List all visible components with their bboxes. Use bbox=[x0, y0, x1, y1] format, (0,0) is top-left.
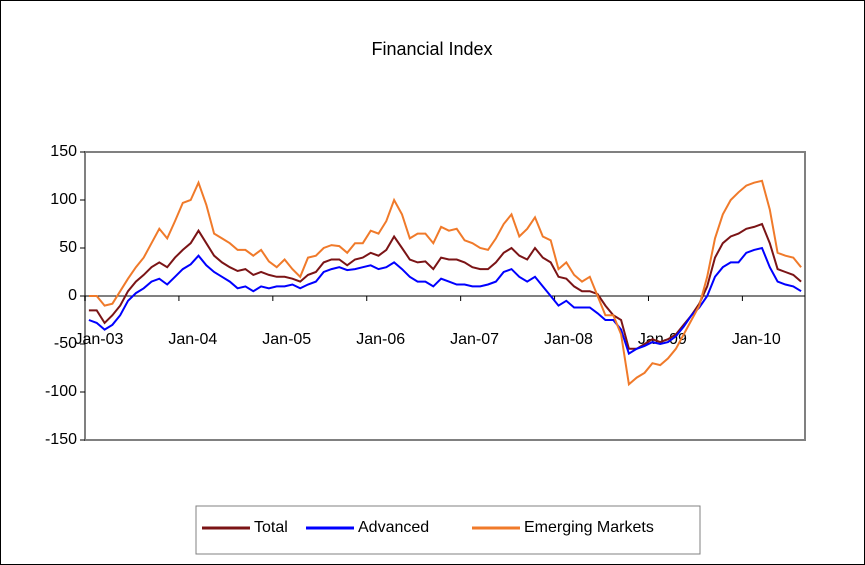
series-line bbox=[88, 179, 802, 387]
x-tick-label: Jan-04 bbox=[168, 331, 217, 348]
legend-label: Emerging Markets bbox=[524, 519, 654, 536]
x-tick-label: Jan-10 bbox=[732, 331, 781, 348]
y-tick-label: 150 bbox=[50, 143, 77, 160]
y-tick-label: -100 bbox=[45, 383, 77, 400]
y-tick-label: -150 bbox=[45, 431, 77, 448]
y-tick-label: 100 bbox=[50, 191, 77, 208]
legend-label: Total bbox=[254, 519, 288, 536]
series-line bbox=[88, 222, 802, 350]
y-tick-label: 0 bbox=[68, 287, 77, 304]
y-tick-label: 50 bbox=[59, 239, 77, 256]
y-tick-label: -50 bbox=[54, 335, 77, 352]
x-tick-label: Jan-03 bbox=[74, 331, 123, 348]
x-tick-label: Jan-07 bbox=[450, 331, 499, 348]
legend-box bbox=[195, 505, 701, 555]
x-tick-label: Jan-06 bbox=[356, 331, 405, 348]
legend-label: Advanced bbox=[358, 519, 429, 536]
chart-title: Financial Index bbox=[371, 39, 492, 59]
x-tick-label: Jan-08 bbox=[544, 331, 593, 348]
series-line bbox=[88, 246, 802, 356]
x-tick-label: Jan-05 bbox=[262, 331, 311, 348]
